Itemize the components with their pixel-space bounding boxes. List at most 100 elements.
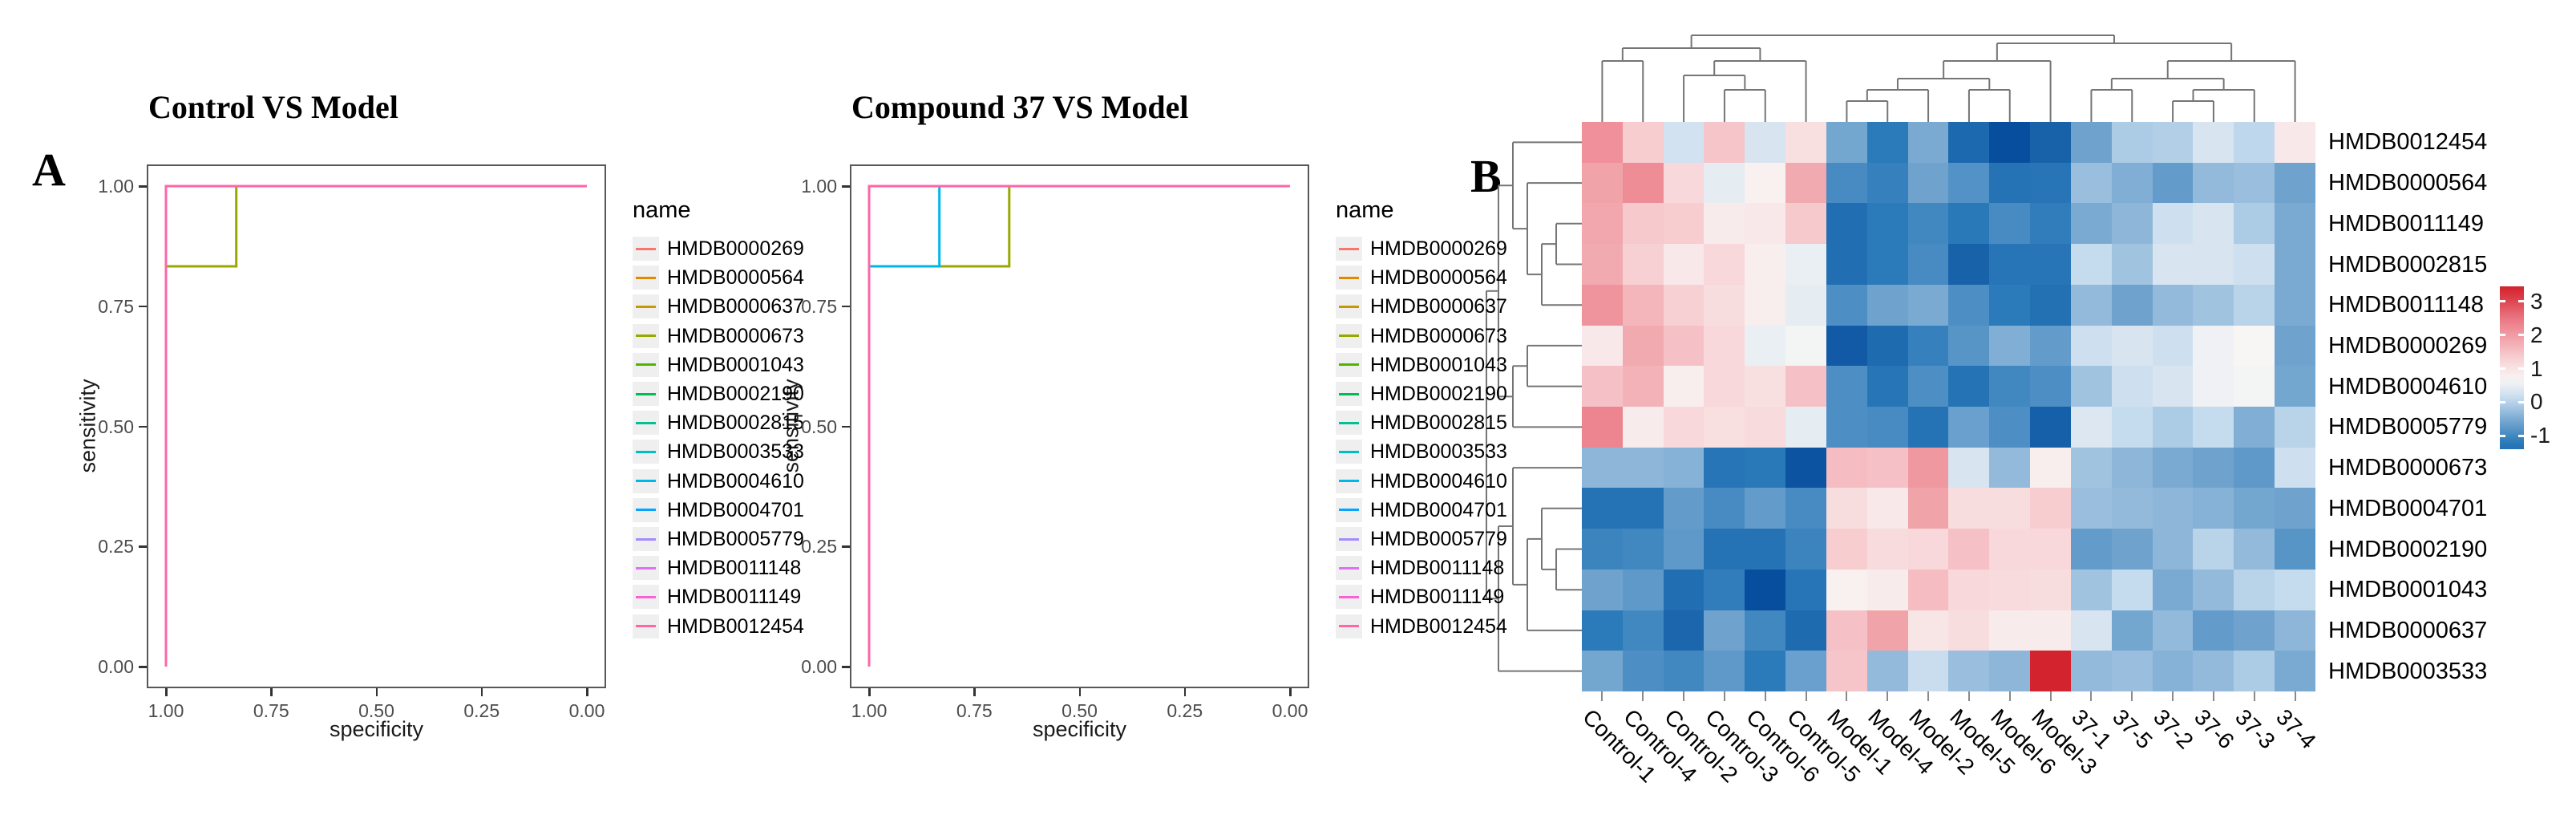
heatmap-cell <box>2111 529 2153 570</box>
heatmap-cell <box>1785 651 1826 691</box>
heatmap-cell <box>2152 488 2194 529</box>
heatmap-cell <box>2193 610 2234 651</box>
heatmap-cell <box>1622 488 1664 529</box>
x-tick-label: 0.25 <box>1167 700 1203 721</box>
heatmap-cell <box>1826 162 1867 204</box>
heatmap-cell <box>2030 366 2071 407</box>
heatmap-col-tick <box>1967 691 1970 701</box>
heatmap-cell <box>2275 529 2315 570</box>
legend-entry-label: HMDB0011149 <box>1370 586 1505 609</box>
y-tick-label: 0.50 <box>98 416 134 437</box>
legend-key <box>633 468 659 493</box>
heatmap-cell <box>1826 244 1867 285</box>
heatmap-cell <box>1663 325 1705 367</box>
heatmap-cell <box>1907 447 1949 489</box>
legend-key-line <box>636 276 656 279</box>
heatmap-cell <box>2111 569 2153 610</box>
y-tick-mark <box>139 305 147 308</box>
heatmap-cell <box>1907 610 1949 651</box>
heatmap-col-label: 37-3 <box>2230 704 2280 754</box>
legend-entry-label: HMDB0000269 <box>1370 237 1507 260</box>
heatmap-col-label: 37-6 <box>2189 704 2239 754</box>
y-tick-label: 0.75 <box>98 295 134 317</box>
heatmap-cell <box>2275 651 2315 691</box>
heatmap-cell <box>1704 325 1745 367</box>
heatmap-cell <box>1785 610 1826 651</box>
heatmap-cell <box>2234 447 2275 489</box>
heatmap-cell <box>2275 162 2315 204</box>
heatmap-cell <box>2193 651 2234 691</box>
colorbar-tick-left <box>2500 400 2505 403</box>
colorbar-tick-left <box>2500 334 2505 337</box>
heatmap-cell <box>1622 366 1664 407</box>
legend-key-line <box>1339 247 1359 250</box>
heatmap-cell <box>1622 244 1664 285</box>
heatmap-cell <box>1948 488 1990 529</box>
legend-key <box>1336 527 1362 551</box>
heatmap-cell <box>1785 162 1826 204</box>
heatmap-cell <box>1704 284 1745 326</box>
colorbar-tick-label: 1 <box>2530 355 2543 381</box>
heatmap-cell <box>1866 447 1908 489</box>
heatmap-cell <box>1907 651 1949 691</box>
heatmap-cell <box>2030 529 2071 570</box>
heatmap-cell <box>1826 203 1867 245</box>
heatmap-cell <box>1989 447 2031 489</box>
heatmap-cell <box>1745 651 1786 691</box>
legend-key <box>633 585 659 610</box>
legend-key <box>633 352 659 377</box>
legend-key <box>1336 614 1362 639</box>
heatmap-cell <box>2193 447 2234 489</box>
heatmap-cell <box>1704 529 1745 570</box>
heatmap-cell <box>2152 529 2194 570</box>
heatmap-cell <box>1663 569 1705 610</box>
legend-key <box>633 614 659 639</box>
heatmap-cell <box>1745 610 1786 651</box>
heatmap-cell <box>1948 284 1990 326</box>
heatmap-row-label: HMDB0012454 <box>2328 129 2488 156</box>
heatmap-cell <box>1866 651 1908 691</box>
heatmap-row-label: HMDB0000564 <box>2328 170 2488 197</box>
y-tick-label: 0.00 <box>98 656 134 677</box>
heatmap-cell <box>2152 325 2194 367</box>
x-tick-mark <box>1289 688 1292 696</box>
heatmap-cell <box>2111 122 2153 163</box>
heatmap-cell <box>2030 162 2071 204</box>
legend-entry-label: HMDB0000564 <box>1370 266 1507 290</box>
legend-key-line <box>636 421 656 424</box>
heatmap-cell <box>2070 529 2112 570</box>
heatmap-col-tick <box>1601 691 1603 701</box>
x-tick-label: 0.00 <box>1272 700 1308 721</box>
heatmap-cell <box>2193 366 2234 407</box>
heatmap-cell <box>1704 244 1745 285</box>
heatmap-cell <box>2152 366 2194 407</box>
heatmap-cell <box>1866 244 1908 285</box>
roc-plot-title: Compound 37 VS Model <box>851 89 1189 125</box>
heatmap-cell <box>1989 569 2031 610</box>
heatmap-cell <box>2111 488 2153 529</box>
heatmap-cell <box>1622 610 1664 651</box>
heatmap-cell <box>2275 203 2315 245</box>
legend-key-line <box>636 334 656 338</box>
legend-key-line <box>1339 625 1359 628</box>
heatmap-cell <box>2111 651 2153 691</box>
legend-entry-label: HMDB0005779 <box>667 528 804 550</box>
y-tick-label: 0.25 <box>801 536 837 557</box>
heatmap-cell <box>2234 284 2275 326</box>
legend-entry-label: HMDB0002815 <box>667 412 804 435</box>
heatmap-cell <box>1663 610 1705 651</box>
heatmap-cell <box>2111 203 2153 245</box>
heatmap-cell <box>1582 447 1623 489</box>
heatmap-cell <box>2111 610 2153 651</box>
legend-entry-label: HMDB0001043 <box>1370 353 1507 376</box>
legend-key-line <box>1339 305 1359 308</box>
heatmap-cell <box>2275 569 2315 610</box>
heatmap-cell <box>1704 610 1745 651</box>
heatmap-cell <box>1948 244 1990 285</box>
legend-key-line <box>1339 566 1359 570</box>
heatmap-cell <box>1989 407 2031 448</box>
legend-key-line <box>636 305 656 308</box>
legend-entry-label: HMDB0003533 <box>667 440 804 464</box>
heatmap-cell <box>2030 569 2071 610</box>
